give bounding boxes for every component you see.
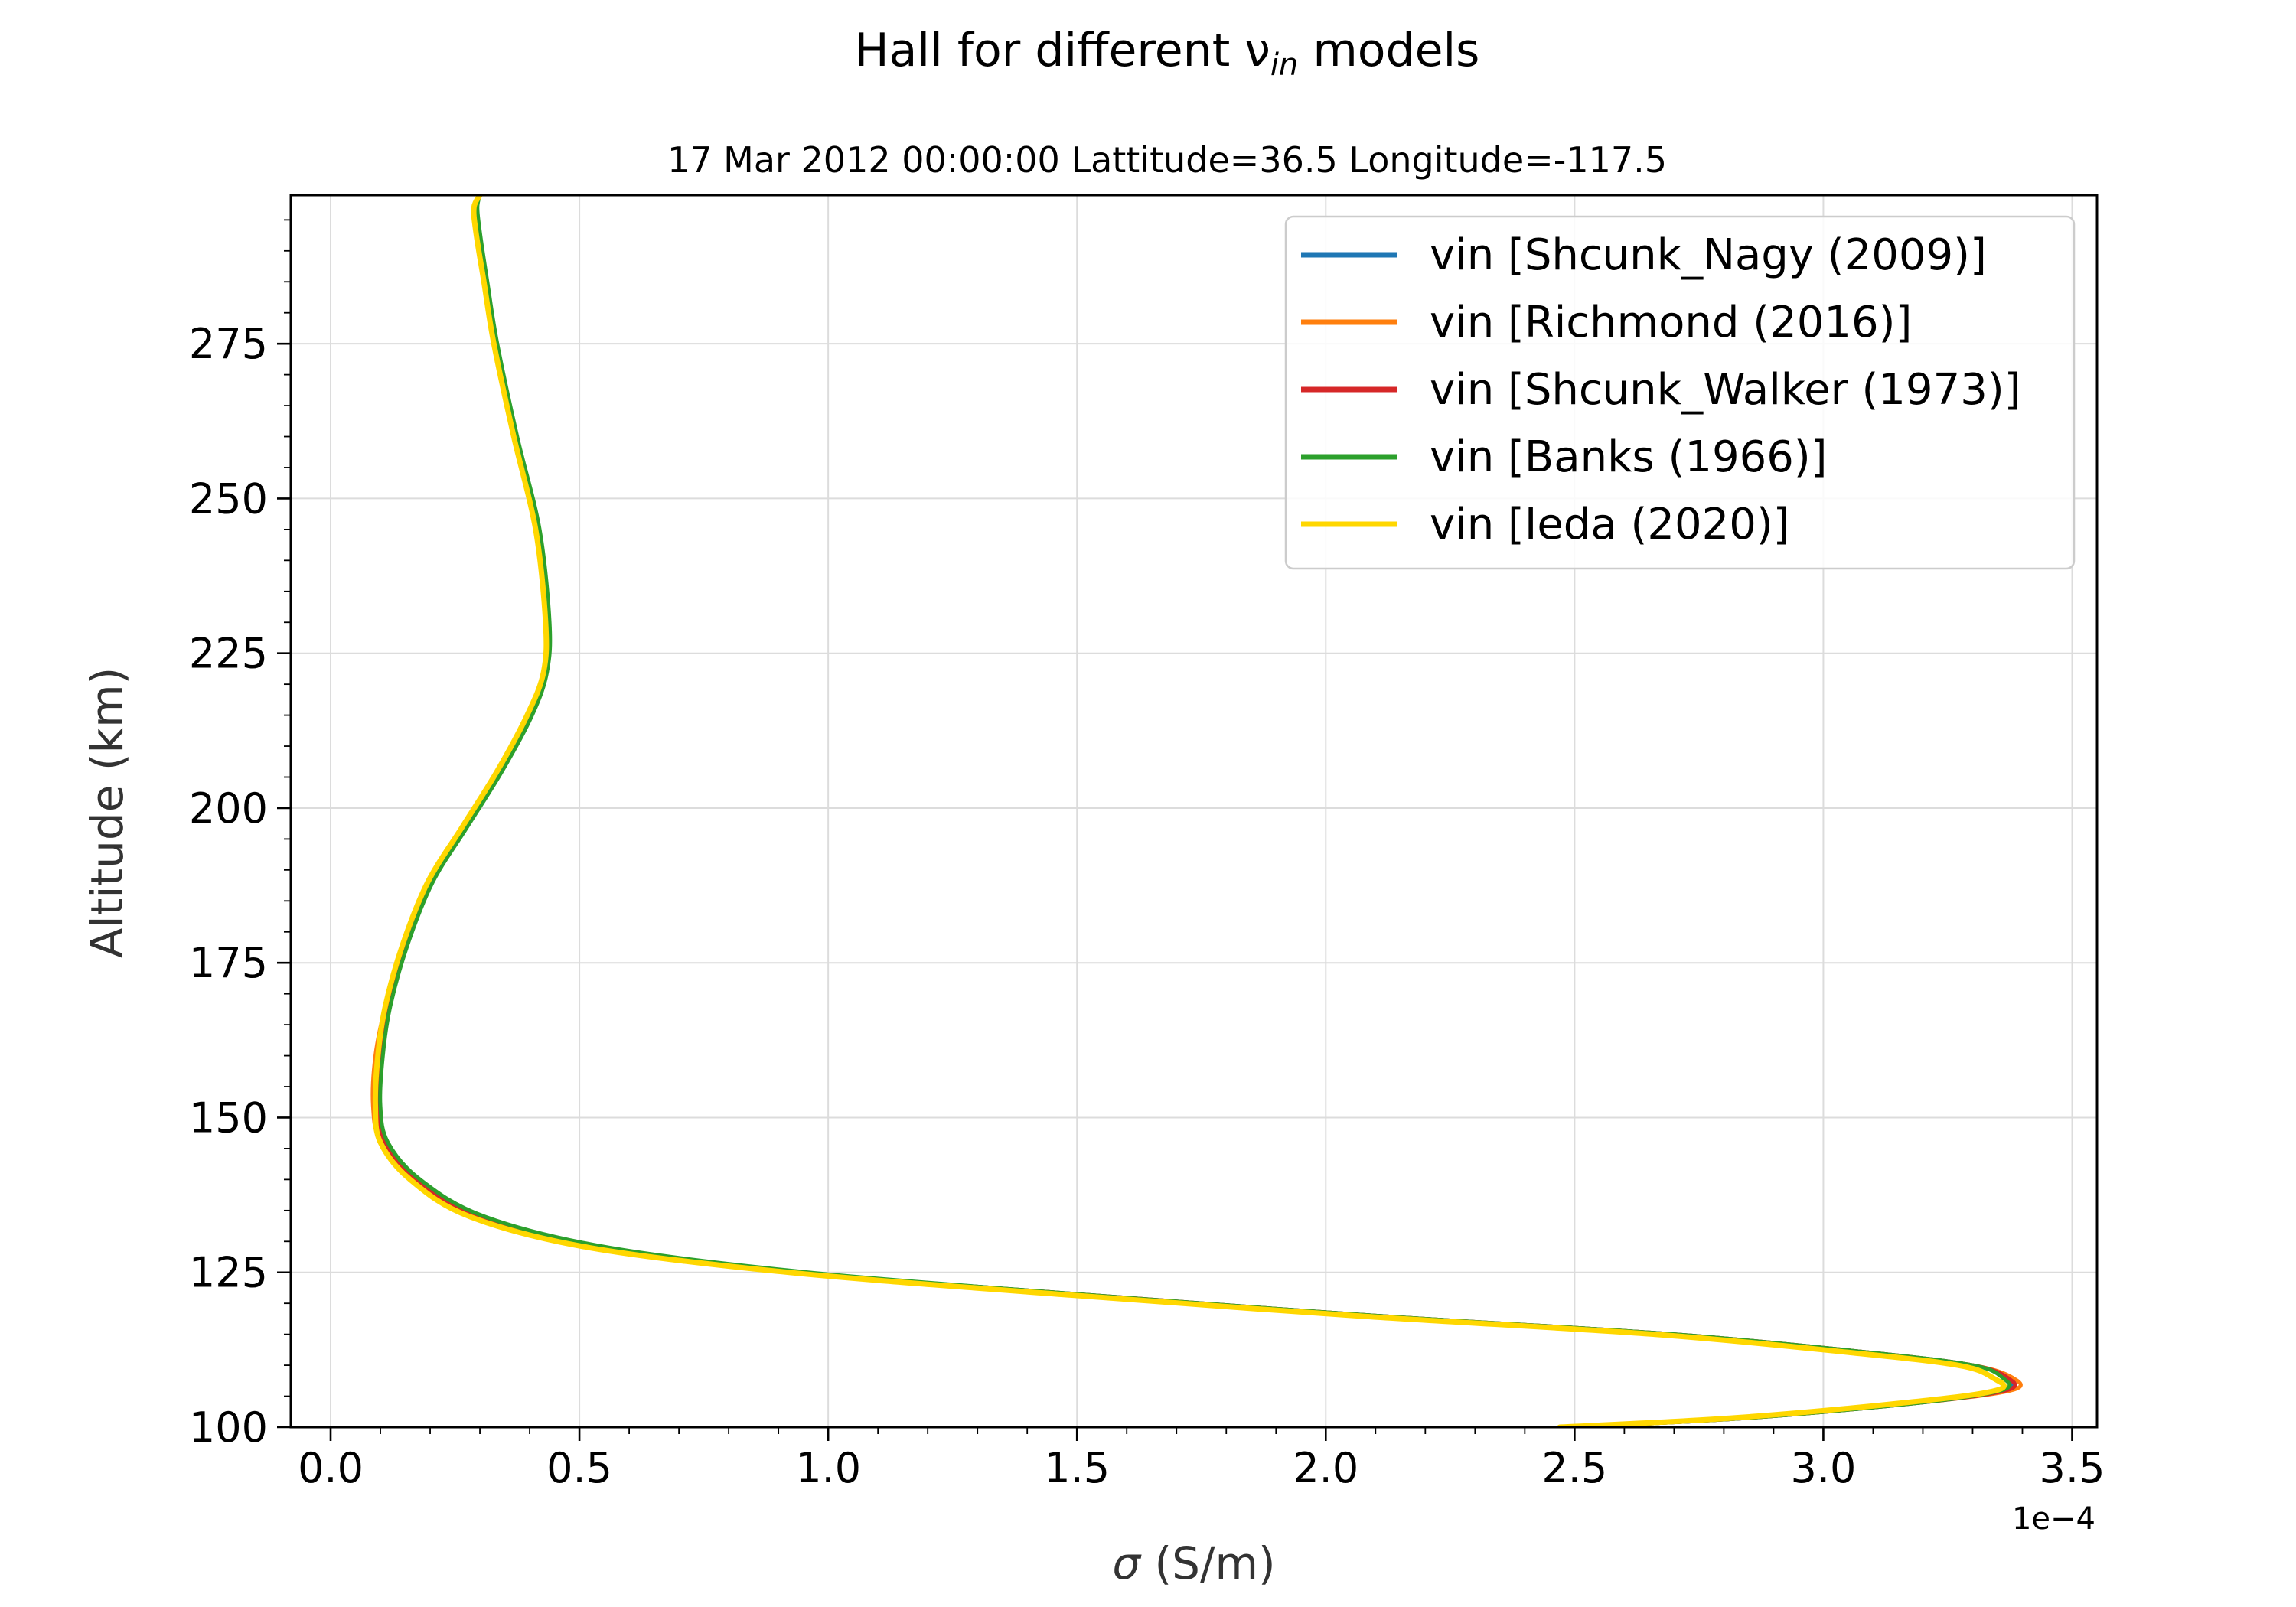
- y-axis-label: Altitude (km): [81, 667, 133, 958]
- y-tick-label: 250: [189, 474, 268, 523]
- axis-ticks: [277, 219, 2073, 1441]
- y-tick-label: 150: [189, 1094, 268, 1142]
- legend-label: vin [Ieda (2020)]: [1430, 500, 1790, 549]
- y-tick-label: 200: [189, 784, 268, 833]
- series-line-5: [372, 195, 2007, 1427]
- x-tick-label: 3.0: [1790, 1444, 1856, 1492]
- title-suffix: models: [1298, 24, 1479, 77]
- x-axis-unit: (S/m): [1140, 1537, 1276, 1589]
- x-axis-label: σ (S/m): [1112, 1537, 1275, 1589]
- legend-label: vin [Richmond (2016)]: [1430, 298, 1912, 347]
- x-tick-label: 0.5: [546, 1444, 612, 1492]
- y-tick-label: 275: [189, 320, 268, 368]
- y-tick-label: 125: [189, 1249, 268, 1297]
- series-lines: [370, 195, 2023, 1427]
- series-clip-group: [370, 195, 2023, 1427]
- x-axis-symbol: σ: [1112, 1537, 1142, 1589]
- legend: vin [Shcunk_Nagy (2009)] vin [Richmond (2…: [1284, 215, 2076, 570]
- x-tick-label: 3.5: [2040, 1444, 2105, 1492]
- legend-label: vin [Shcunk_Nagy (2009)]: [1430, 230, 1987, 280]
- y-tick-label: 175: [189, 939, 268, 987]
- y-tick-labels: 100 125 150 175 200 225 250 275: [189, 320, 268, 1452]
- series-line-4: [378, 195, 2012, 1427]
- x-offset-label: 1e−4: [2012, 1501, 2095, 1537]
- x-tick-label: 0.0: [298, 1444, 364, 1492]
- x-tick-label: 2.5: [1541, 1444, 1607, 1492]
- x-tick-label: 1.5: [1044, 1444, 1110, 1492]
- title-subscript: in: [1270, 47, 1298, 83]
- y-tick-label: 225: [189, 630, 268, 678]
- x-tick-labels: 0.0 0.5 1.0 1.5 2.0 2.5 3.0 3.5: [298, 1444, 2105, 1492]
- legend-box: [1284, 215, 2076, 570]
- legend-label: vin [Shcunk_Walker (1973)]: [1430, 365, 2021, 415]
- x-tick-label: 1.0: [795, 1444, 861, 1492]
- chart-subtitle: 17 Mar 2012 00:00:00 Lattitude=36.5 Long…: [667, 139, 1667, 181]
- chart-title: Hall for different νin models: [855, 24, 1480, 83]
- x-tick-label: 2.0: [1293, 1444, 1358, 1492]
- plot-frame: [289, 194, 2099, 1429]
- legend-label: vin [Banks (1966)]: [1430, 432, 1828, 482]
- y-tick-label: 100: [189, 1403, 268, 1452]
- title-text: Hall for different ν: [855, 24, 1270, 77]
